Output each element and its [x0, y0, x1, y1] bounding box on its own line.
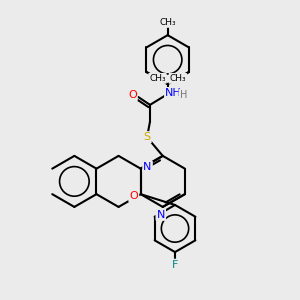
Text: F: F [172, 260, 178, 270]
Text: O: O [128, 90, 137, 100]
Text: CH₃: CH₃ [149, 74, 166, 83]
Text: CH₃: CH₃ [169, 74, 186, 83]
Text: CH₃: CH₃ [159, 18, 176, 27]
Text: N: N [143, 162, 152, 172]
Text: N: N [157, 210, 165, 220]
Text: H: H [180, 90, 187, 100]
Text: S: S [143, 132, 151, 142]
Text: O: O [129, 191, 138, 201]
Text: NH: NH [165, 88, 182, 98]
